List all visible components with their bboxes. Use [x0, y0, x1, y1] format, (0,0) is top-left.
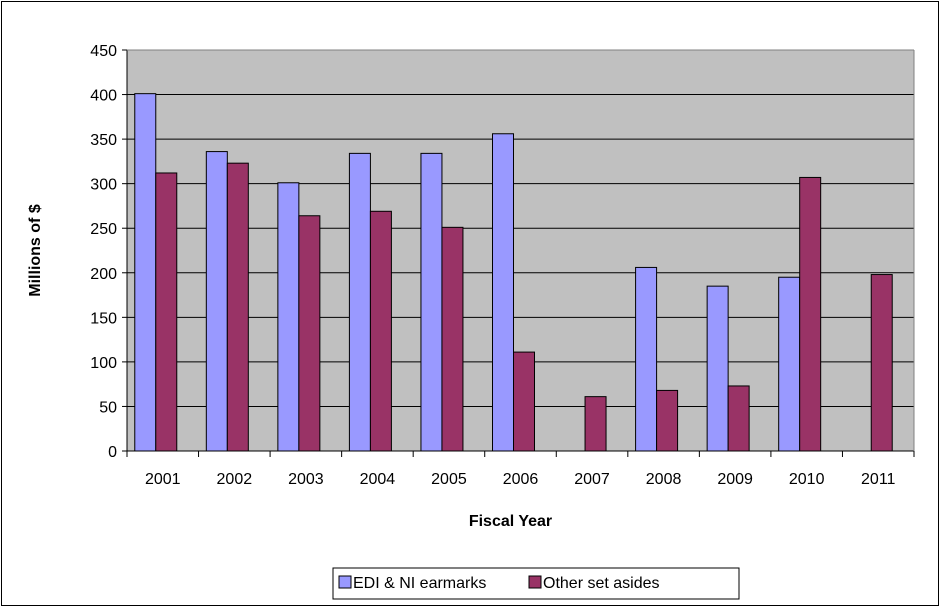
- y-tick-label-200: 200: [90, 266, 117, 283]
- bar-edi-ni-2009: [706, 285, 729, 452]
- bar-other-2005: [441, 226, 464, 452]
- y-axis-title: Millions of $: [27, 204, 44, 297]
- x-tick-label-2001: 2001: [145, 471, 181, 488]
- bar-edi-ni-2010: [778, 276, 801, 452]
- x-tick-label-2005: 2005: [431, 471, 467, 488]
- bar-other-2004: [369, 210, 392, 452]
- y-tick-label-150: 150: [90, 310, 117, 327]
- x-tick-label-2008: 2008: [646, 471, 682, 488]
- y-tick-label-300: 300: [90, 177, 117, 194]
- y-tick-label-0: 0: [108, 444, 117, 461]
- y-tick-label-100: 100: [90, 355, 117, 372]
- legend-swatch-other-set-asides: [528, 575, 542, 589]
- legend: EDI & NI earmarks Other set asides: [332, 567, 740, 600]
- x-tick-label-2003: 2003: [288, 471, 324, 488]
- bar-other-2008: [656, 389, 679, 452]
- bars: [134, 93, 893, 452]
- bar-other-2011: [870, 274, 893, 452]
- bar-other-2006: [513, 351, 535, 452]
- y-tick-label-350: 350: [90, 132, 117, 149]
- x-tick-label-2002: 2002: [217, 471, 253, 488]
- x-tick-labels: 2001 2002 2003 2004 2005 2006 2007 2008 2009 2010…: [145, 471, 896, 488]
- bar-edi-ni-2002: [205, 151, 228, 452]
- legend-label-other-set-asides: Other set asides: [543, 575, 660, 592]
- axes: [122, 49, 915, 457]
- bar-other-2009: [727, 385, 750, 452]
- bar-other-2001: [155, 172, 178, 452]
- bar-other-2010: [799, 176, 822, 452]
- bar-edi-ni-2008: [635, 266, 658, 452]
- legend-swatch-edi-ni-earmarks: [338, 575, 352, 589]
- y-tick-label-50: 50: [99, 399, 117, 416]
- bar-other-2002: [226, 162, 249, 452]
- y-tick-labels: 0 50 100 150 200 250 300 350 400 450: [90, 43, 117, 461]
- bar-edi-ni-2003: [277, 182, 300, 452]
- bar-edi-ni-2006: [492, 133, 514, 452]
- x-tick-label-2006: 2006: [503, 471, 539, 488]
- x-tick-label-2011: 2011: [861, 471, 896, 488]
- x-tick-label-2007: 2007: [574, 471, 610, 488]
- legend-label-edi-ni-earmarks: EDI & NI earmarks: [353, 575, 486, 592]
- bar-other-2003: [298, 215, 321, 452]
- bar-edi-ni-2004: [348, 152, 371, 452]
- x-tick-label-2004: 2004: [360, 471, 396, 488]
- bar-edi-ni-2001: [134, 93, 157, 452]
- x-tick-label-2009: 2009: [717, 471, 753, 488]
- x-tick-label-2010: 2010: [789, 471, 825, 488]
- y-tick-label-400: 400: [90, 88, 117, 105]
- x-axis-title: Fiscal Year: [469, 513, 552, 530]
- bar-edi-ni-2005: [420, 152, 443, 452]
- bar-other-2007: [584, 396, 607, 452]
- y-tick-label-450: 450: [90, 43, 117, 60]
- y-tick-label-250: 250: [90, 221, 117, 238]
